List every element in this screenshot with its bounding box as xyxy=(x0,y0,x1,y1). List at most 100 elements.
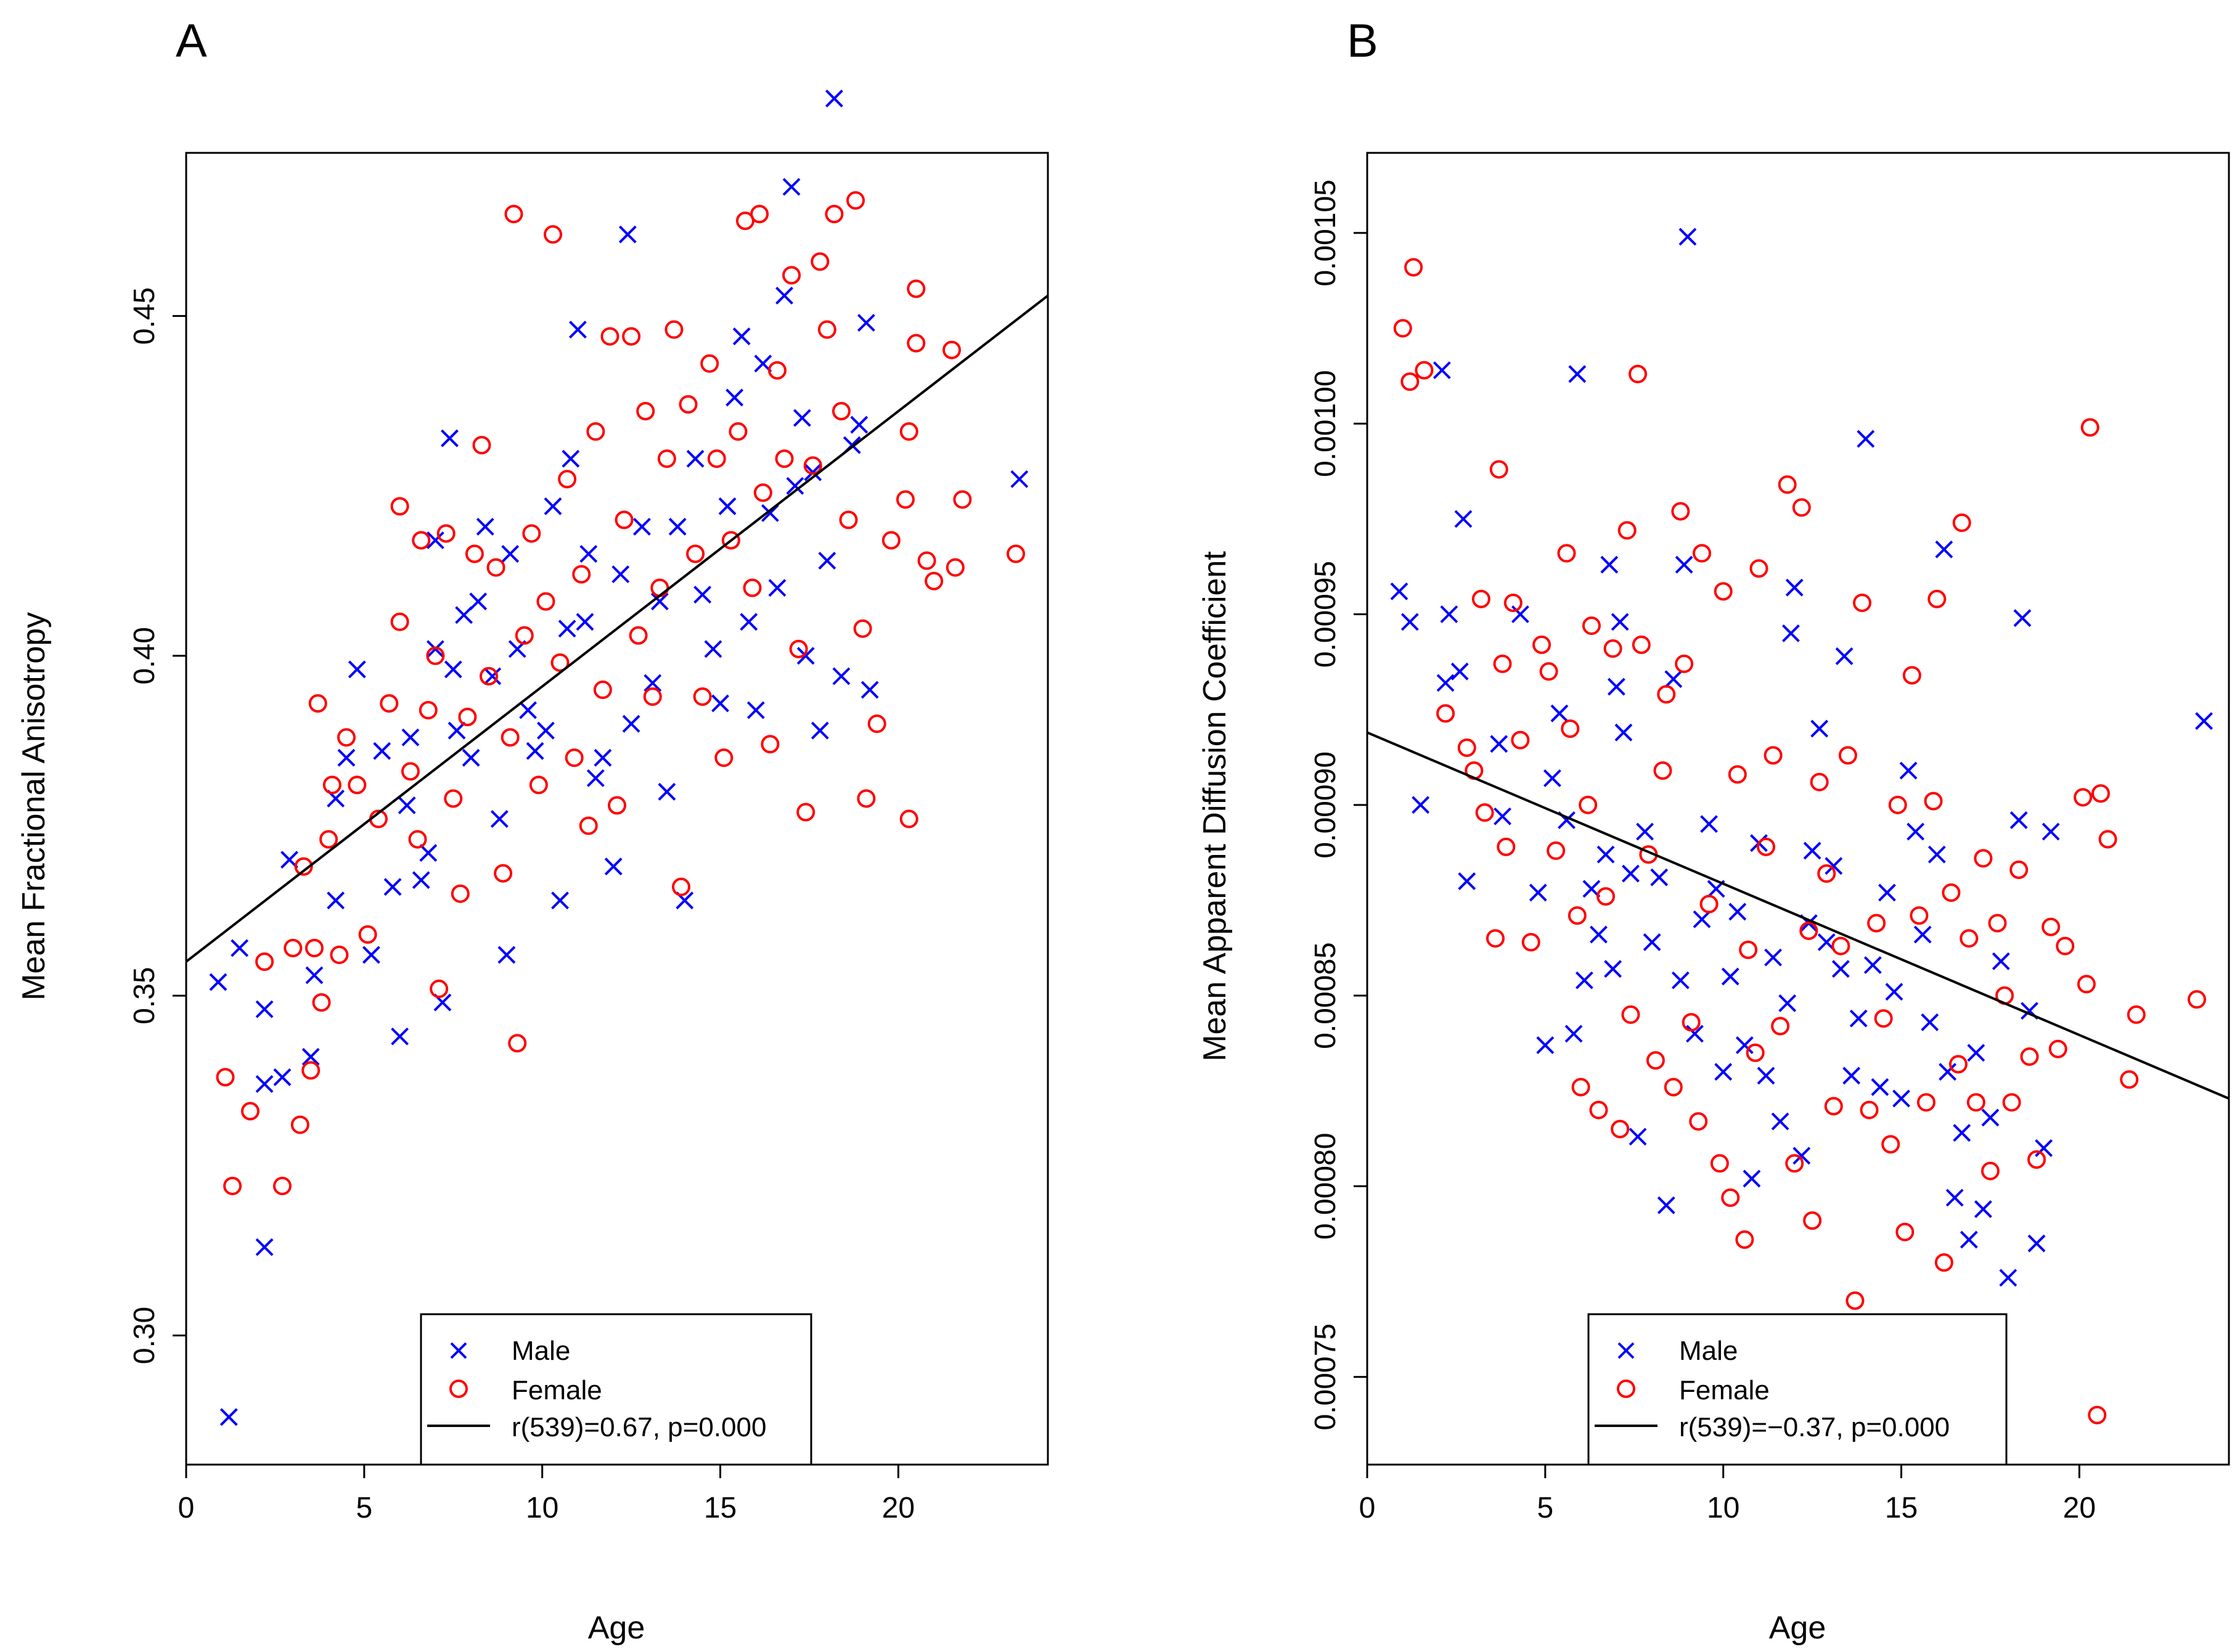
panel-a-female-point xyxy=(504,205,523,224)
panel-b-male-point xyxy=(1436,674,1455,692)
panel-a-female-point xyxy=(544,225,563,244)
panel-b-male-point xyxy=(1454,510,1473,528)
panel-a-male-point xyxy=(782,178,801,196)
panel-b-male-point xyxy=(1664,670,1683,689)
panel-b-female-point xyxy=(1503,593,1523,612)
panel-b-female-point xyxy=(1682,1013,1701,1032)
panel-b-male-point xyxy=(1927,845,1946,864)
panel-a-female-point xyxy=(412,531,431,550)
panel-b-female-point xyxy=(1611,1119,1630,1139)
panel-b-female-point xyxy=(1785,1154,1804,1173)
panel-b-male-point xyxy=(1590,925,1608,944)
panel-b-male-point xyxy=(1974,1200,1992,1218)
panel-a-female-point xyxy=(358,925,377,944)
panel-a-male-point xyxy=(469,592,488,611)
panel-b-female-point xyxy=(1568,906,1587,925)
panel-a-legend-male-marker xyxy=(450,1342,467,1359)
panel-b-female-point xyxy=(2074,788,2093,807)
panel-b-female-point xyxy=(1415,361,1434,380)
panel-b-female-point xyxy=(1746,1043,1765,1062)
panel-b-female-point xyxy=(2056,936,2075,955)
panel-a-male-point xyxy=(579,545,598,563)
panel-a-female-point xyxy=(408,830,427,849)
panel-b-female-point xyxy=(1952,513,1971,533)
panel-a-male-point xyxy=(633,518,651,536)
panel-b-male-point xyxy=(1714,1063,1733,1081)
panel-a-points xyxy=(209,89,1029,1426)
panel-b-label: B xyxy=(1347,15,1378,67)
panel-b-y-tick-label: 0.00080 xyxy=(1309,1133,1342,1240)
panel-a-female-point xyxy=(775,449,794,468)
panel-b-male-point xyxy=(1575,971,1593,989)
panel-a-female-point xyxy=(494,864,513,883)
panel-b-female-point xyxy=(1810,772,1829,791)
panel-a-male-point xyxy=(462,748,480,767)
panel-a-female-point xyxy=(767,361,787,380)
panel-b-male-point xyxy=(1792,1147,1811,1165)
panel-a-female-point xyxy=(1007,544,1026,563)
panel-b-female-point xyxy=(1596,887,1616,906)
panel-a-female-point xyxy=(586,422,605,441)
panel-a-female-point xyxy=(693,687,712,706)
panel-b-y-ticks: 0.00075 0.00080 0.00085 0.00090 0.00095 0.001… xyxy=(1309,179,1367,1430)
panel-a-female-point xyxy=(721,531,740,550)
panel-a-female-point xyxy=(465,544,484,563)
panel-a-female-point xyxy=(294,857,313,876)
panel-a-male-point xyxy=(658,783,676,801)
panel-a-female-point xyxy=(444,789,463,808)
panel-a-male-point xyxy=(594,748,612,767)
panel-a-male-point xyxy=(441,429,459,448)
panel-b-male-point xyxy=(1529,883,1547,902)
panel-a-female-point xyxy=(671,877,690,896)
panel-b-x-tick-label: 5 xyxy=(1537,1492,1553,1524)
panel-a-female-point xyxy=(825,205,844,224)
panel-a-x-tick-label: 15 xyxy=(704,1492,737,1524)
panel-a-female-point xyxy=(401,762,420,781)
panel-a-male-point xyxy=(448,721,466,740)
panel-b-male-point xyxy=(1939,1063,1957,1081)
panel-b-male-point xyxy=(1907,822,1925,841)
panel-b-male-point xyxy=(1450,662,1469,681)
panel-a-female-point xyxy=(380,694,399,713)
panel-b-male-point xyxy=(1412,796,1430,814)
panel-a-male-point xyxy=(519,701,537,719)
panel-a-female-point xyxy=(419,701,438,720)
panel-a-female-point xyxy=(796,803,815,822)
panel-a-male-point xyxy=(818,552,836,570)
panel-b-fit-line xyxy=(1367,731,2230,1100)
panel-a-female-point xyxy=(308,694,327,713)
panel-a-female-point xyxy=(917,551,936,570)
panel-b-male-point xyxy=(1831,960,1850,978)
panel-b-male-point xyxy=(1857,430,1875,448)
panel-a-male-point xyxy=(576,613,594,631)
panel-a-male-point xyxy=(644,674,662,692)
panel-a-female-point xyxy=(686,544,705,563)
panel-b-y-axis-title: Mean Apparent Diffusion Coefficient xyxy=(1197,551,1233,1061)
panel-a-male-point xyxy=(219,1408,238,1426)
panel-a-legend: Male Female r(539)=0.67, p=0.000 xyxy=(420,1313,812,1466)
panel-a-female-point xyxy=(743,578,762,597)
panel-a-female-point xyxy=(522,524,541,543)
panel-b-female-point xyxy=(1589,1100,1608,1119)
panel-a-y-axis-title: Mean Fractional Anisotropy xyxy=(16,612,52,1000)
panel-a-male-point xyxy=(622,714,640,733)
panel-a-male-point xyxy=(301,1048,320,1066)
panel-b-y-tick-label: 0.00090 xyxy=(1309,751,1342,859)
panel-a-female-point xyxy=(436,524,456,543)
panel-b-male-point xyxy=(1967,1044,1985,1062)
panel-a-x-tick-label: 5 xyxy=(356,1492,372,1524)
panel-b-female-point xyxy=(1489,460,1508,479)
panel-b-female-point xyxy=(1400,372,1420,391)
panel-b-male-point xyxy=(1782,624,1800,642)
panel-a-legend-female-label: Female xyxy=(512,1375,602,1405)
panel-b-female-point xyxy=(1689,1112,1708,1131)
panel-b-female-point xyxy=(1657,685,1676,704)
panel-b-male-point xyxy=(1810,719,1829,738)
panel-a-female-point xyxy=(319,830,338,849)
panel-b-male-point xyxy=(1671,971,1690,989)
panel-b-female-point xyxy=(1874,1009,1893,1028)
panel-b-female-point xyxy=(1764,746,1783,765)
panel-b-female-point xyxy=(1974,849,1993,868)
panel-a-female-point xyxy=(896,490,915,509)
panel-b-y-tick-label: 0.00075 xyxy=(1309,1323,1342,1431)
